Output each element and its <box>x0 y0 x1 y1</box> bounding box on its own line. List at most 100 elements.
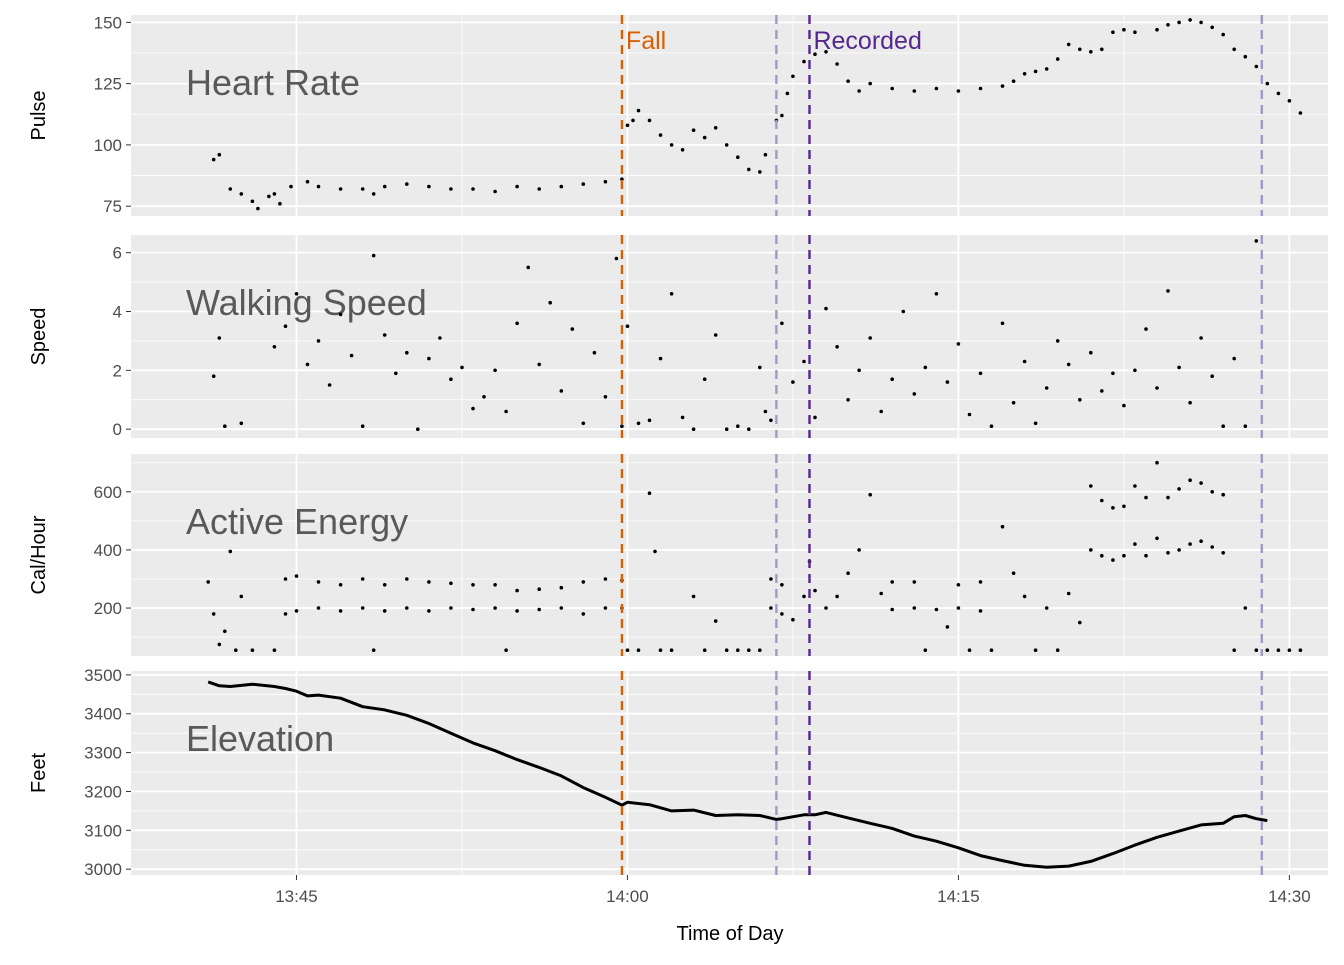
data-point <box>780 583 784 587</box>
data-point <box>1276 648 1281 652</box>
data-point <box>1122 504 1126 509</box>
data-point <box>813 415 817 420</box>
data-point <box>1055 648 1060 652</box>
y-axis-title: Pulse <box>28 90 50 140</box>
data-point <box>581 421 586 426</box>
data-point <box>620 424 624 429</box>
data-point <box>327 383 332 387</box>
data-point <box>923 648 928 652</box>
data-point <box>449 606 453 610</box>
data-point <box>1199 481 1203 485</box>
data-point <box>724 143 729 147</box>
data-point <box>1155 460 1159 465</box>
data-point <box>272 192 277 196</box>
data-point <box>724 427 729 432</box>
y-tick-label: 3200 <box>84 782 122 801</box>
panel-title: Walking Speed <box>186 282 427 323</box>
data-point <box>1298 111 1303 115</box>
data-point <box>989 424 994 429</box>
data-point <box>758 365 762 370</box>
data-point <box>272 648 277 652</box>
data-point <box>1066 42 1071 47</box>
data-point <box>713 126 718 130</box>
data-point <box>438 336 442 340</box>
data-point <box>758 648 762 652</box>
data-point <box>1066 591 1071 596</box>
data-point <box>405 182 409 186</box>
data-point <box>713 333 718 337</box>
data-point <box>1055 339 1060 343</box>
data-point <box>1155 27 1159 32</box>
panel-3: 3000 3100 3200 3300 3400 3500 Feet Elevation <box>28 666 1328 879</box>
data-point <box>890 377 894 382</box>
data-point <box>1133 368 1137 373</box>
data-point <box>1177 548 1181 552</box>
data-point <box>482 395 486 399</box>
event-label: Fall <box>626 27 666 55</box>
data-point <box>702 377 707 382</box>
data-point <box>680 148 685 152</box>
data-point <box>647 418 652 423</box>
data-point <box>427 609 431 613</box>
data-point <box>912 392 917 396</box>
y-axis-title: Feet <box>28 753 50 793</box>
data-point <box>956 606 961 610</box>
data-point <box>360 577 365 581</box>
data-point <box>449 187 453 191</box>
data-point <box>857 548 861 552</box>
y-tick-label: 3500 <box>84 666 122 685</box>
data-point <box>1078 47 1082 52</box>
data-point <box>228 549 233 554</box>
data-point <box>427 184 431 189</box>
data-point <box>802 59 806 64</box>
data-point <box>769 418 773 423</box>
data-point <box>1210 490 1214 494</box>
data-point <box>945 380 950 384</box>
y-tick-label: 3000 <box>84 860 122 879</box>
data-point <box>669 143 674 147</box>
data-point <box>427 356 431 361</box>
data-point <box>653 549 657 554</box>
data-point <box>1166 551 1170 555</box>
data-point <box>1122 553 1126 558</box>
data-point <box>868 81 872 86</box>
x-tick-label: 14:30 <box>1268 887 1311 906</box>
data-point <box>967 648 972 652</box>
data-point <box>747 167 751 172</box>
data-point <box>1011 400 1016 405</box>
data-point <box>956 583 961 587</box>
data-point <box>267 194 271 199</box>
data-point <box>691 128 696 132</box>
data-point <box>1210 25 1214 30</box>
data-point <box>1221 32 1225 37</box>
data-point <box>647 118 652 123</box>
data-point <box>382 184 387 189</box>
panel-background <box>131 671 1328 875</box>
data-point <box>1199 336 1203 340</box>
data-point <box>857 89 861 93</box>
data-point <box>537 362 541 367</box>
data-point <box>658 133 663 137</box>
data-point <box>1232 47 1236 52</box>
data-point <box>879 409 883 414</box>
data-point <box>471 406 475 411</box>
data-point <box>614 256 619 261</box>
data-point <box>934 607 939 612</box>
data-point <box>515 321 519 326</box>
data-point <box>636 108 641 113</box>
data-point <box>647 491 652 496</box>
data-point <box>592 350 597 355</box>
data-point <box>394 371 398 376</box>
x-axis-title: Time of Day <box>676 923 783 945</box>
data-point <box>405 350 409 355</box>
data-point <box>1133 30 1137 34</box>
data-point <box>559 389 564 393</box>
data-point <box>824 306 828 311</box>
panel-1: 0 2 4 6 Speed Walking Speed <box>28 235 1328 439</box>
y-tick-label: 125 <box>94 75 122 94</box>
data-point <box>239 594 244 599</box>
data-point <box>1155 386 1159 390</box>
data-point <box>316 184 321 189</box>
data-point <box>631 118 635 123</box>
